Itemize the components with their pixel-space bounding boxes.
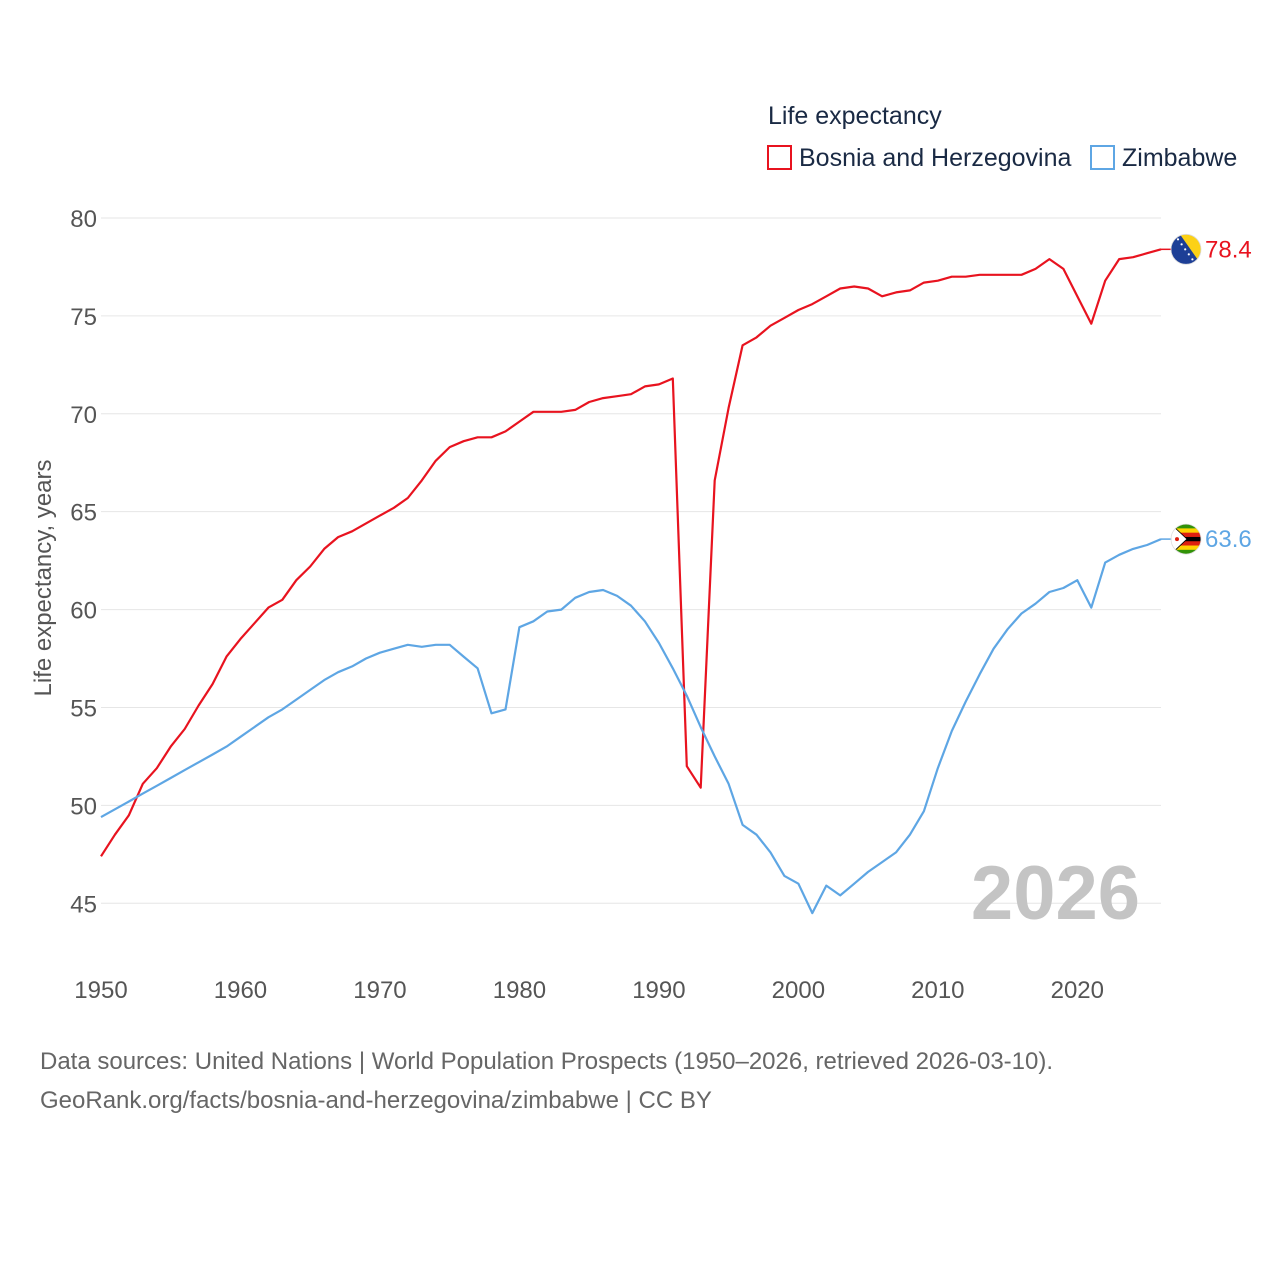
y-tick-label: 65: [70, 500, 97, 527]
y-tick-label: 80: [70, 206, 97, 233]
end-value-label: 78.4: [1205, 236, 1252, 263]
source-line-1: Data sources: United Nations | World Pop…: [40, 1048, 1054, 1075]
y-tick-label: 60: [70, 598, 97, 625]
x-tick-label: 2020: [1051, 977, 1104, 1004]
series-lines: [100, 248, 1162, 915]
x-tick-label: 2010: [911, 977, 964, 1004]
legend-title: Life expectancy: [768, 102, 942, 130]
legend-item-zimbabwe[interactable]: Zimbabwe: [1090, 144, 1237, 172]
legend-label-zimbabwe: Zimbabwe: [1122, 144, 1237, 172]
legend-swatch-zimbabwe: [1090, 145, 1115, 170]
zimbabwe-flag-icon: [1170, 523, 1202, 555]
legend: Life expectancy Bosnia and Herzegovina Z…: [767, 102, 1237, 172]
bosnia-flag-icon: [1170, 233, 1202, 265]
legend-label-bosnia: Bosnia and Herzegovina: [799, 144, 1071, 172]
series-end-labels: 78.4 63.6: [1161, 233, 1252, 555]
y-tick-label: 55: [70, 695, 97, 722]
series-line-1[interactable]: [100, 538, 1162, 915]
x-tick-label: 1990: [632, 977, 685, 1004]
source-line-2[interactable]: GeoRank.org/facts/bosnia-and-herzegovina…: [40, 1087, 712, 1114]
x-tick-label: 1970: [353, 977, 406, 1004]
y-axis-ticks: 80 75 70 65 60 55 50 45: [70, 206, 97, 918]
x-tick-label: 1950: [74, 977, 127, 1004]
series-line-0[interactable]: [100, 248, 1162, 857]
end-value-label: 63.6: [1205, 526, 1252, 553]
x-tick-label: 1980: [493, 977, 546, 1004]
x-tick-label: 1960: [214, 977, 267, 1004]
source-note: Data sources: United Nations | World Pop…: [40, 1042, 1053, 1120]
legend-item-bosnia[interactable]: Bosnia and Herzegovina: [767, 144, 1071, 172]
y-tick-label: 75: [70, 304, 97, 331]
legend-swatch-bosnia: [767, 145, 792, 170]
x-tick-label: 2000: [772, 977, 825, 1004]
y-tick-label: 70: [70, 402, 97, 429]
y-tick-label: 45: [70, 891, 97, 918]
gridlines: [101, 217, 1161, 904]
y-axis-label: Life expectancy, years: [30, 459, 57, 696]
year-watermark: 2026: [971, 851, 1140, 936]
y-tick-label: 50: [70, 793, 97, 820]
x-axis-ticks: 1950 1960 1970 1980 1990 2000 2010 2020: [74, 977, 1104, 1004]
